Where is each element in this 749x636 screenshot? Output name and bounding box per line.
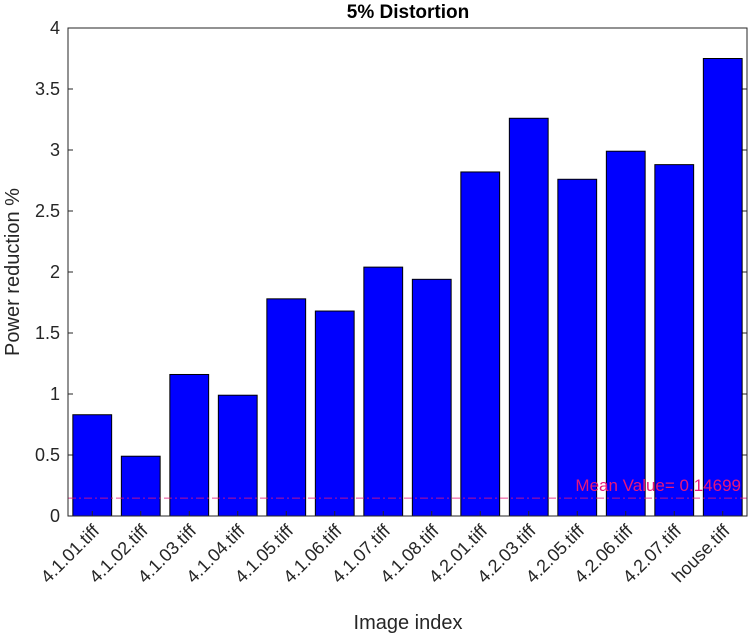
y-tick-label: 2.5 <box>35 201 60 221</box>
y-tick-label: 4 <box>50 18 60 38</box>
y-tick-label: 2 <box>50 262 60 282</box>
bar <box>557 178 598 517</box>
bar <box>605 150 646 517</box>
bar <box>363 266 404 517</box>
bar <box>169 373 210 517</box>
chart-title: 5% Distortion <box>347 2 469 23</box>
mean-value-label: Mean Value= 0.14699 <box>575 476 741 495</box>
y-tick-label: 3.5 <box>35 79 60 99</box>
bar <box>654 164 695 517</box>
x-axis-label: Image index <box>354 612 463 634</box>
bar <box>266 298 307 517</box>
y-axis-label: Power reduction % <box>2 188 24 356</box>
y-tick-label: 1.5 <box>35 323 60 343</box>
bar <box>314 310 355 517</box>
bar <box>702 58 743 517</box>
y-tick-label: 0.5 <box>35 445 60 465</box>
mean-line-group: Mean Value= 0.14699 <box>68 476 747 499</box>
y-tick-label: 1 <box>50 384 60 404</box>
plot-area-frame <box>67 27 748 517</box>
bar <box>460 171 501 517</box>
bar <box>72 414 113 517</box>
bar <box>120 455 161 517</box>
y-tick-label: 0 <box>50 506 60 526</box>
y-axis-ticks: 0 0.5 1 1.5 2 2.5 3 3.5 4 <box>35 18 747 526</box>
bar <box>411 278 452 517</box>
bars <box>72 58 743 517</box>
bar <box>217 394 258 517</box>
bar <box>508 117 549 517</box>
y-tick-label: 3 <box>50 140 60 160</box>
